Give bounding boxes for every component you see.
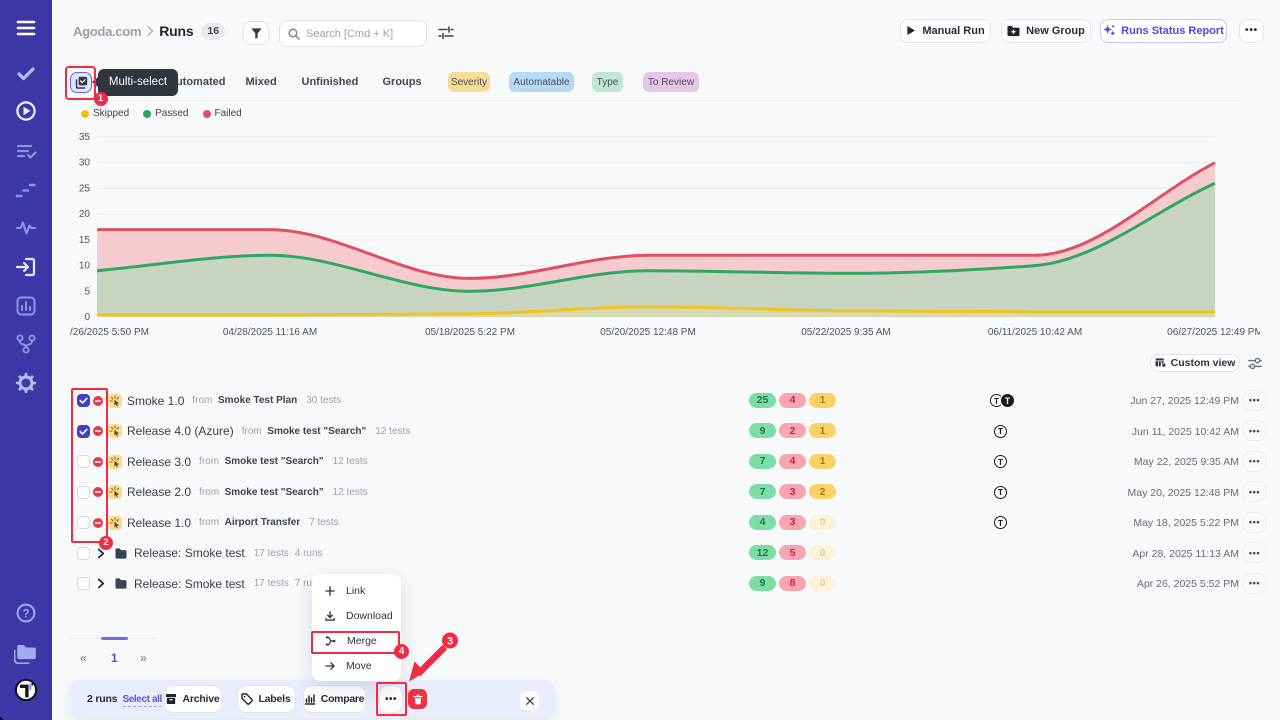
svg-text:04/28/2025 11:16 AM: 04/28/2025 11:16 AM: [223, 327, 317, 338]
svg-text:5: 5: [84, 286, 90, 297]
svg-text:20: 20: [79, 209, 91, 220]
svg-text:06/27/2025 12:49 PM: 06/27/2025 12:49 PM: [1167, 327, 1260, 338]
svg-text:?: ?: [22, 609, 29, 621]
svg-text:05/18/2025 5:22 PM: 05/18/2025 5:22 PM: [425, 327, 515, 338]
svg-text:10: 10: [79, 261, 91, 272]
svg-text:30: 30: [79, 158, 91, 169]
svg-text:0: 0: [84, 312, 90, 323]
svg-text:25: 25: [79, 183, 91, 194]
svg-text:3: 3: [447, 636, 453, 648]
svg-text:05/22/2025 9:35 AM: 05/22/2025 9:35 AM: [801, 327, 891, 338]
svg-text:/26/2025 5:50 PM: /26/2025 5:50 PM: [70, 327, 149, 338]
svg-text:15: 15: [79, 235, 91, 246]
svg-text:35: 35: [79, 132, 91, 143]
svg-text:06/11/2025 10:42 AM: 06/11/2025 10:42 AM: [988, 327, 1082, 338]
svg-text:05/20/2025 12:48 PM: 05/20/2025 12:48 PM: [600, 327, 696, 338]
